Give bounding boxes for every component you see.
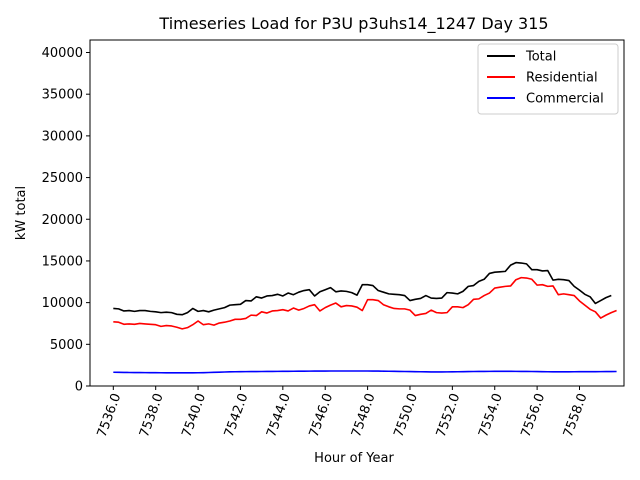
x-tick-label: 7538.0	[137, 391, 167, 439]
y-tick-label: 15000	[42, 254, 83, 269]
x-tick-label: 7550.0	[391, 391, 421, 439]
series-layer	[113, 261, 617, 374]
legend-label-residential: Residential	[526, 71, 598, 86]
series-line-total	[113, 261, 612, 316]
x-tick-label: 7540.0	[179, 391, 209, 439]
x-axis-ticks: 7536.0 7538.0 7540.0 7542.0 7544.0 7546.0 7548…	[95, 386, 591, 439]
y-tick-label: 5000	[50, 338, 83, 353]
y-axis-ticks: 0 5000 10000 15000 20000 25000 30000 35000 40000	[42, 46, 90, 395]
y-tick-label: 0	[75, 380, 83, 395]
x-tick-label: 7554.0	[476, 391, 506, 439]
legend-label-commercial: Commercial	[526, 92, 604, 107]
y-tick-label: 30000	[42, 129, 83, 144]
x-tick-label: 7558.0	[561, 391, 591, 439]
chart-title: Timeseries Load for P3U p3uhs14_1247 Day…	[158, 14, 548, 34]
x-tick-label: 7536.0	[95, 391, 125, 439]
x-tick-label: 7552.0	[434, 391, 464, 439]
legend-entries: Total Residential Commercial	[487, 50, 604, 107]
legend-box	[477, 43, 619, 115]
series-line-commercial	[113, 370, 617, 374]
x-tick-label: 7556.0	[519, 391, 549, 439]
x-tick-label: 7544.0	[264, 391, 294, 439]
y-tick-label: 10000	[42, 296, 83, 311]
legend-label-total: Total	[525, 50, 556, 65]
x-tick-label: 7546.0	[307, 391, 337, 439]
x-axis-label: Hour of Year	[314, 451, 394, 466]
y-axis-label: kW total	[14, 186, 29, 240]
x-tick-label: 7548.0	[349, 391, 379, 439]
plot-frame	[89, 39, 625, 387]
y-tick-label: 25000	[42, 171, 83, 186]
legend: Total Residential Commercial	[477, 43, 619, 115]
y-tick-label: 40000	[42, 46, 83, 61]
y-tick-label: 35000	[42, 88, 83, 103]
y-tick-label: 20000	[42, 213, 83, 228]
x-tick-label: 7542.0	[222, 391, 252, 439]
series-line-residential	[113, 276, 617, 330]
